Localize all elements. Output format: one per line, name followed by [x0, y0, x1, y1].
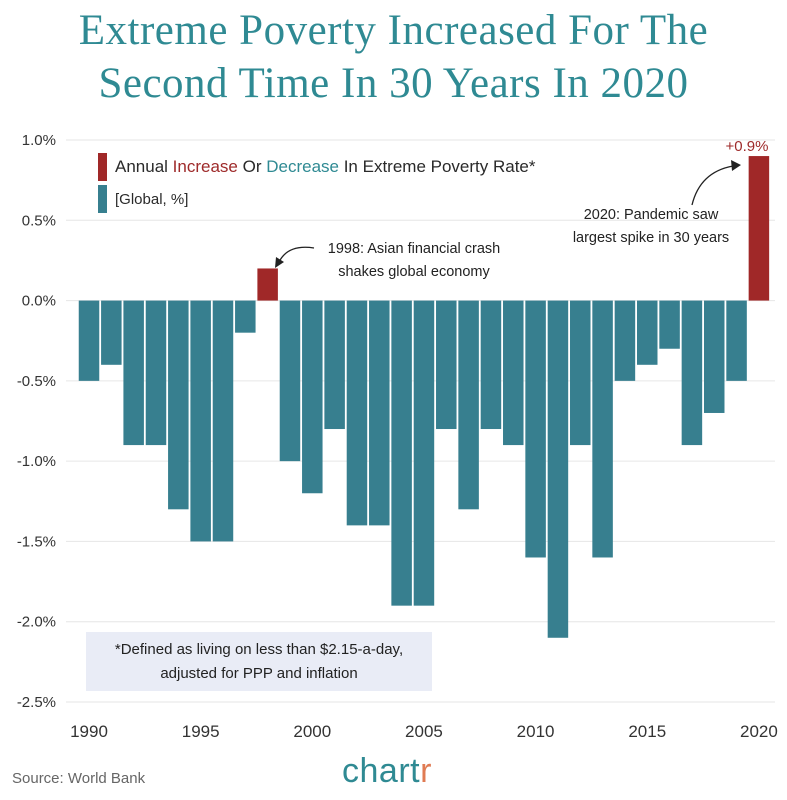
bar-2009 — [503, 300, 524, 446]
x-tick-label: 2020 — [740, 722, 778, 741]
legend-swatch-decrease — [98, 185, 107, 213]
bar-1990 — [78, 300, 100, 381]
y-tick-label: -0.5% — [17, 373, 56, 390]
axis-layer: 1.0% 0.5% 0.0% -0.5% -1.0% -1.5% -2.0% -2.5% 199… — [17, 132, 778, 741]
chartr-logo: chartr — [342, 752, 432, 790]
bar-2020 — [748, 156, 770, 301]
bar-2013 — [592, 300, 613, 558]
bar-2008 — [480, 300, 502, 430]
bar-2012 — [570, 300, 591, 446]
title-line-1: Extreme Poverty Increased For The — [78, 7, 709, 54]
bar-1993 — [145, 300, 167, 446]
bar-2006 — [436, 300, 457, 430]
y-tick-label: 0.5% — [22, 212, 56, 229]
chart-title: Extreme Poverty Increased For The Second… — [0, 4, 787, 110]
bar-1998 — [257, 268, 278, 301]
y-tick-label: -1.5% — [17, 533, 56, 550]
bar-1992 — [123, 300, 144, 446]
bar-2000 — [302, 300, 323, 494]
x-tick-label: 1990 — [70, 722, 108, 741]
bar-2019 — [726, 300, 747, 381]
legend-swatch-increase — [98, 153, 107, 181]
arrow-head-1998 — [275, 257, 284, 268]
bar-2016 — [659, 300, 680, 349]
annotation-2020: 2020: Pandemic saw largest spike in 30 y… — [572, 207, 730, 246]
legend-row-sub: [Global, %] — [98, 185, 536, 213]
legend: Annual Increase Or Decrease In Extreme P… — [98, 153, 536, 217]
x-tick-label: 1995 — [182, 722, 220, 741]
y-tick-label: -1.0% — [17, 453, 56, 470]
footnote-box: *Defined as living on less than $2.15-a-… — [86, 632, 432, 691]
bar-2007 — [458, 300, 479, 510]
legend-label: Annual Increase Or Decrease In Extreme P… — [115, 157, 536, 176]
legend-sublabel: [Global, %] — [115, 190, 189, 208]
bar-2018 — [703, 300, 725, 413]
y-tick-label: 1.0% — [22, 132, 56, 149]
arrow-2020 — [691, 165, 734, 206]
bar-2010 — [525, 300, 546, 558]
bar-2002 — [346, 300, 368, 526]
bar-1997 — [235, 300, 256, 333]
bar-2005 — [413, 300, 435, 606]
bar-1996 — [212, 300, 234, 542]
bar-1995 — [190, 300, 211, 542]
legend-row-main: Annual Increase Or Decrease In Extreme P… — [98, 153, 536, 181]
bar-2017 — [681, 300, 703, 446]
x-tick-label: 2015 — [628, 722, 666, 741]
y-tick-label: -2.0% — [17, 614, 56, 631]
x-tick-label: 2000 — [293, 722, 331, 741]
arrow-1998 — [278, 246, 315, 263]
bar-layer — [78, 156, 770, 638]
x-tick-label: 2010 — [517, 722, 555, 741]
legend-decrease-word: Decrease — [266, 157, 339, 176]
arrow-head-2020 — [731, 160, 741, 171]
value-label-2020: +0.9% — [725, 138, 769, 155]
source-label: Source: World Bank — [12, 770, 146, 787]
legend-increase-word: Increase — [172, 157, 238, 176]
y-tick-label: 0.0% — [22, 293, 56, 310]
bar-1991 — [101, 300, 122, 365]
bar-1994 — [168, 300, 189, 510]
x-tick-label: 2005 — [405, 722, 443, 741]
bar-2014 — [614, 300, 636, 381]
bar-2011 — [547, 300, 569, 638]
bar-2001 — [324, 300, 345, 430]
annotation-1998: 1998: Asian financial crash shakes globa… — [327, 241, 501, 280]
bar-1999 — [279, 300, 301, 462]
title-line-2: Second Time In 30 Years In 2020 — [98, 60, 689, 107]
y-tick-label: -2.5% — [17, 694, 56, 711]
bar-2015 — [637, 300, 658, 365]
bar-2003 — [369, 300, 390, 526]
bar-2004 — [391, 300, 412, 606]
arrow-layer — [275, 160, 741, 268]
